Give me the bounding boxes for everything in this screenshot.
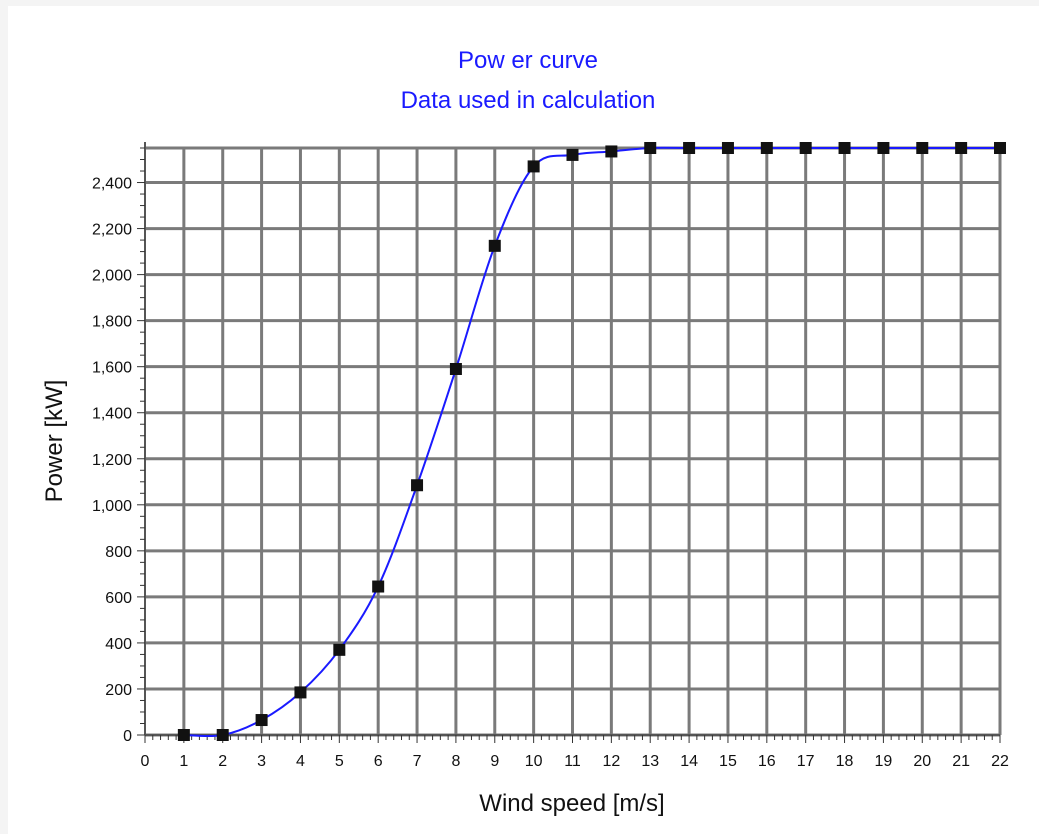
x-tick-label: 7 bbox=[413, 753, 422, 770]
y-tick-label: 400 bbox=[105, 636, 132, 653]
x-tick-label: 1 bbox=[179, 753, 188, 770]
data-point bbox=[527, 160, 540, 173]
y-axis-label: Power [kW] bbox=[41, 380, 68, 503]
data-point bbox=[411, 479, 424, 492]
x-tick-label: 14 bbox=[680, 753, 698, 770]
y-tick-label: 1,400 bbox=[92, 406, 132, 423]
data-point bbox=[488, 239, 501, 252]
data-point bbox=[255, 714, 268, 727]
x-tick-label: 17 bbox=[797, 753, 815, 770]
series bbox=[177, 142, 1006, 741]
x-tick-label: 4 bbox=[296, 753, 305, 770]
x-tick-label: 19 bbox=[875, 753, 893, 770]
data-point bbox=[760, 142, 773, 154]
x-tick-label: 5 bbox=[335, 753, 344, 770]
data-point bbox=[838, 142, 851, 154]
data-point bbox=[683, 142, 696, 154]
x-tick-label: 10 bbox=[525, 753, 543, 770]
x-tick-label: 2 bbox=[218, 753, 227, 770]
x-tick-label: 16 bbox=[758, 753, 776, 770]
y-tick-label: 2,000 bbox=[92, 268, 132, 285]
data-point bbox=[916, 142, 929, 154]
y-tick-label: 0 bbox=[123, 728, 132, 745]
y-tick-label: 1,800 bbox=[92, 314, 132, 331]
x-tick-label: 9 bbox=[490, 753, 499, 770]
x-tick-label: 21 bbox=[952, 753, 970, 770]
y-tick-label: 600 bbox=[105, 590, 132, 607]
y-tick-label: 1,600 bbox=[92, 360, 132, 377]
data-point bbox=[372, 580, 385, 593]
chart-panel bbox=[8, 6, 1039, 834]
data-point bbox=[605, 145, 618, 158]
grid bbox=[144, 142, 1002, 737]
chart-subtitle: Data used in calculation bbox=[401, 87, 656, 114]
y-tick-label: 800 bbox=[105, 544, 132, 561]
data-point bbox=[994, 142, 1006, 154]
data-point bbox=[449, 362, 462, 375]
x-tick-label: 18 bbox=[836, 753, 854, 770]
data-point bbox=[877, 142, 890, 154]
x-tick-label: 11 bbox=[564, 753, 581, 770]
x-tick-label: 22 bbox=[991, 753, 1009, 770]
data-point bbox=[799, 142, 812, 154]
x-tick-label: 8 bbox=[451, 753, 460, 770]
series-line bbox=[183, 146, 1000, 738]
data-point bbox=[721, 142, 734, 154]
data-point bbox=[644, 142, 657, 154]
data-point bbox=[216, 729, 229, 741]
axis-ticks: 0 1 2 3 4 5 6 7 8 9 10 11 12 13 14 15 16 17 18 19 20 21 220200… bbox=[92, 147, 1009, 770]
x-tick-label: 20 bbox=[913, 753, 931, 770]
chart-title: Pow er curve bbox=[458, 47, 598, 74]
data-point bbox=[955, 142, 968, 154]
y-tick-label: 2,400 bbox=[92, 176, 132, 193]
y-tick-label: 1,000 bbox=[92, 498, 132, 515]
y-tick-label: 2,200 bbox=[92, 222, 132, 239]
x-axis-label: Wind speed [m/s] bbox=[479, 790, 664, 817]
x-tick-label: 12 bbox=[602, 753, 620, 770]
y-tick-label: 1,200 bbox=[92, 452, 132, 469]
data-point bbox=[333, 643, 346, 656]
x-tick-label: 0 bbox=[141, 753, 150, 770]
x-tick-label: 6 bbox=[374, 753, 383, 770]
x-tick-label: 13 bbox=[641, 753, 659, 770]
x-tick-label: 3 bbox=[257, 753, 266, 770]
x-tick-label: 15 bbox=[719, 753, 737, 770]
y-tick-label: 200 bbox=[105, 682, 132, 699]
data-point bbox=[566, 148, 579, 161]
data-point bbox=[294, 686, 307, 699]
data-point bbox=[177, 729, 190, 741]
